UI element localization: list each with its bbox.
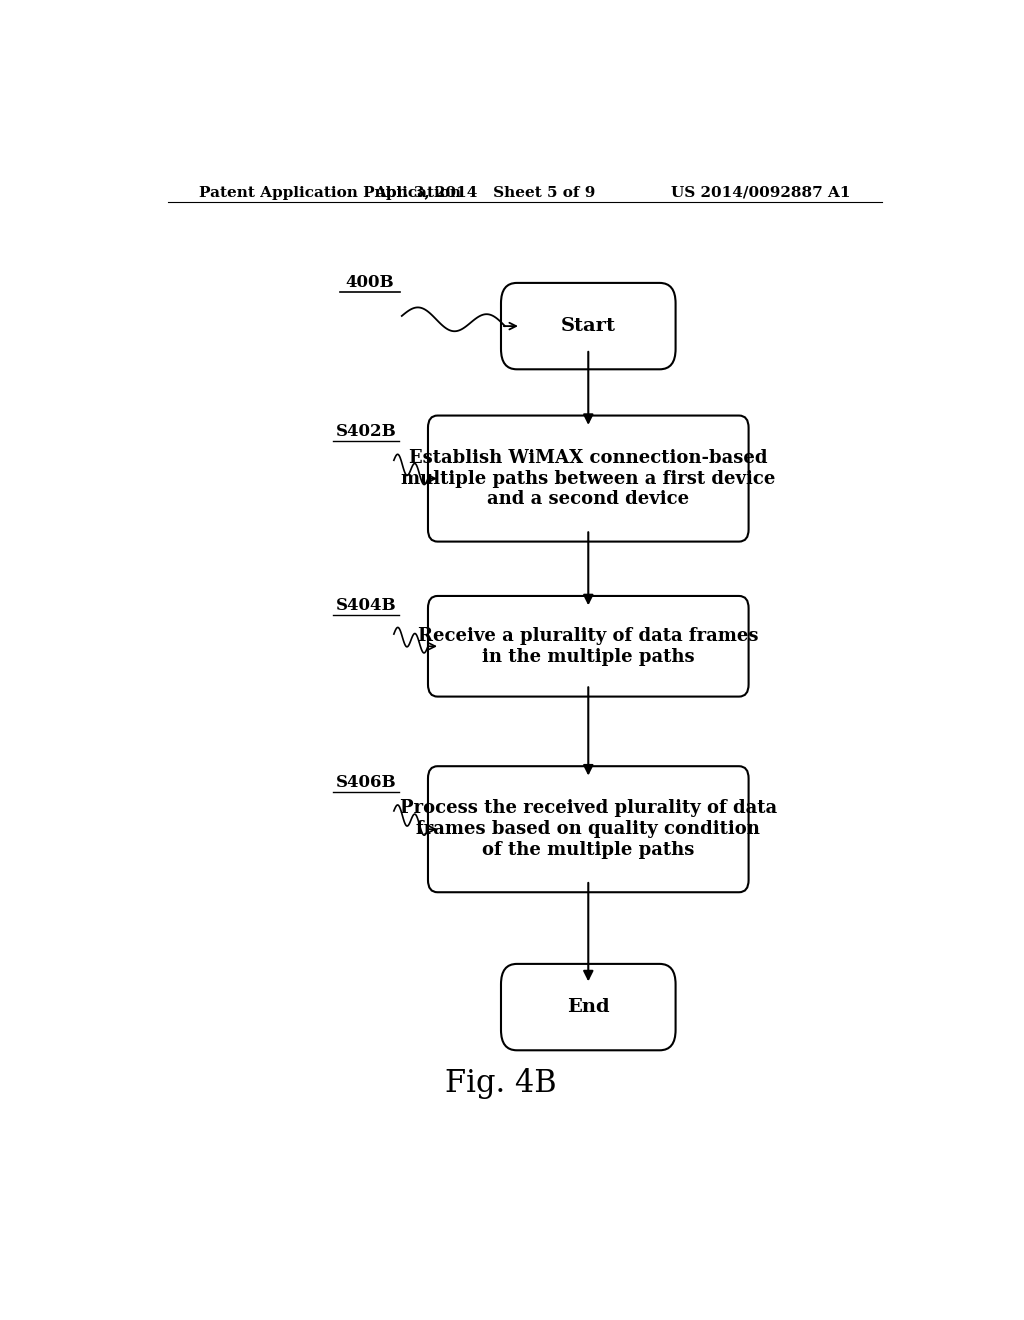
FancyBboxPatch shape xyxy=(428,416,749,541)
Text: Process the received plurality of data
frames based on quality condition
of the : Process the received plurality of data f… xyxy=(399,800,777,859)
Text: S404B: S404B xyxy=(336,597,396,614)
FancyBboxPatch shape xyxy=(428,595,749,697)
Text: 400B: 400B xyxy=(346,273,394,290)
Text: Apr. 3, 2014   Sheet 5 of 9: Apr. 3, 2014 Sheet 5 of 9 xyxy=(375,186,596,199)
Text: End: End xyxy=(567,998,609,1016)
Text: S402B: S402B xyxy=(336,422,396,440)
FancyBboxPatch shape xyxy=(501,282,676,370)
Text: US 2014/0092887 A1: US 2014/0092887 A1 xyxy=(671,186,850,199)
FancyBboxPatch shape xyxy=(428,766,749,892)
Text: Establish WiMAX connection-based
multiple paths between a first device
and a sec: Establish WiMAX connection-based multipl… xyxy=(401,449,775,508)
Text: Patent Application Publication: Patent Application Publication xyxy=(200,186,462,199)
Text: Fig. 4B: Fig. 4B xyxy=(445,1068,557,1098)
Text: S406B: S406B xyxy=(336,774,396,791)
FancyBboxPatch shape xyxy=(501,964,676,1051)
Text: Receive a plurality of data frames
in the multiple paths: Receive a plurality of data frames in th… xyxy=(418,627,759,665)
Text: Start: Start xyxy=(561,317,615,335)
